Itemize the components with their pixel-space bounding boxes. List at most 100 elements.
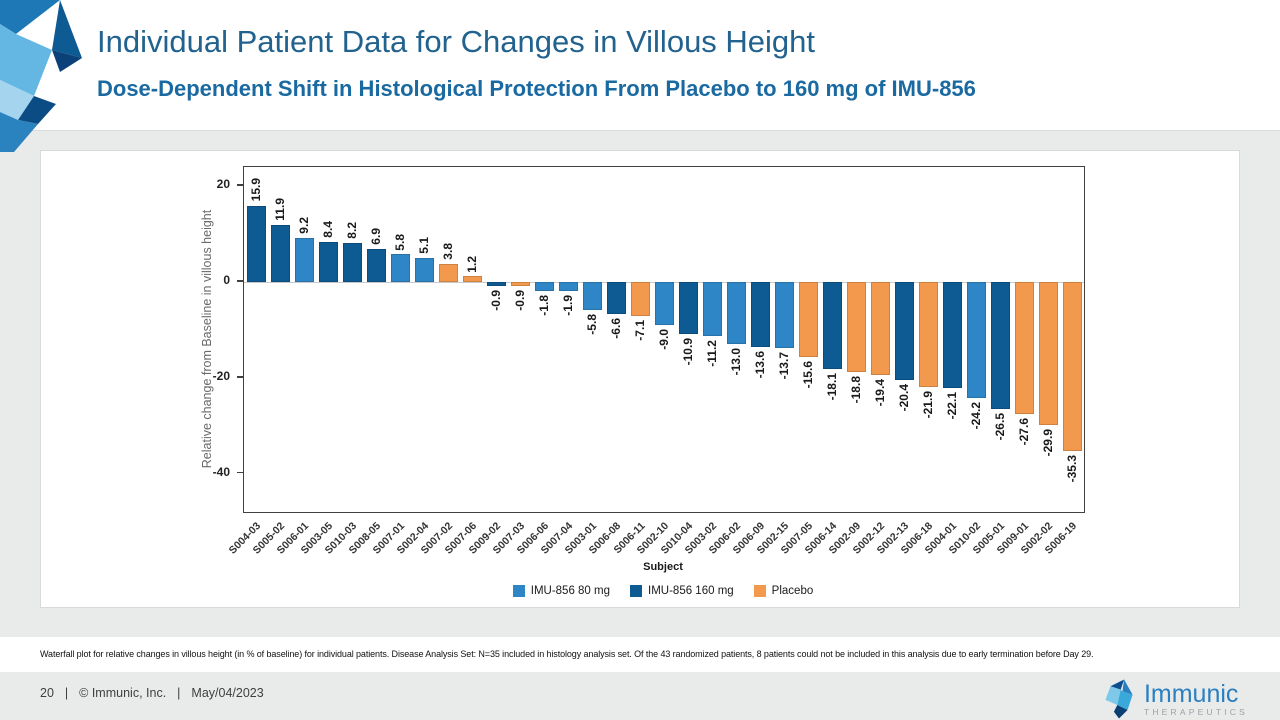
- bar: [534, 282, 554, 291]
- footer-separator: |: [177, 686, 181, 700]
- bar-value-label: -24.2: [969, 401, 983, 430]
- bar-slot: 11.9: [268, 167, 292, 512]
- bar-value-label: -13.7: [777, 351, 791, 379]
- bar-value-label: -9.0: [657, 329, 671, 350]
- bar: [558, 282, 578, 292]
- bar-slot: 1.2: [460, 167, 484, 512]
- y-tick-mark: [237, 184, 243, 186]
- bar-slot: -26.5: [988, 167, 1012, 512]
- bar-slot: -5.8: [580, 167, 604, 512]
- footer-text: 20 | © Immunic, Inc. | May/04/2023: [40, 686, 264, 700]
- bar-value-label: 15.9: [249, 178, 263, 202]
- bar: [510, 282, 530, 287]
- brand-name: Immunic: [1143, 679, 1239, 708]
- bar: [846, 282, 866, 373]
- bar-value-label: -22.1: [945, 391, 959, 420]
- bar-slot: -1.8: [532, 167, 556, 512]
- bar: [1038, 282, 1058, 426]
- y-tick-mark: [237, 280, 243, 282]
- bar-slot: -22.1: [940, 167, 964, 512]
- bar: [990, 282, 1010, 409]
- bar-value-label: -1.9: [561, 295, 575, 316]
- bar: [486, 282, 506, 287]
- plot-area: 15.9 11.9 9.2 8.4 8.2 6.9 5.8 5.1 3.8 1.2 -0.9 -0.9…: [243, 166, 1085, 513]
- bar-slot: -19.4: [868, 167, 892, 512]
- bar: [1014, 282, 1034, 415]
- bar-slot: -27.6: [1012, 167, 1036, 512]
- bar-slot: -0.9: [508, 167, 532, 512]
- slide-title: Individual Patient Data for Changes in V…: [97, 24, 816, 59]
- bar: [318, 241, 338, 282]
- legend-label: IMU-856 160 mg: [648, 585, 734, 597]
- bar-value-label: -19.4: [873, 378, 887, 407]
- bar: [918, 282, 938, 387]
- bar-slot: -13.7: [772, 167, 796, 512]
- footer-separator: |: [64, 686, 69, 700]
- bar: [1062, 282, 1082, 452]
- bar: [942, 282, 962, 388]
- bar-slot: -15.6: [796, 167, 820, 512]
- bar-slot: -13.0: [724, 167, 748, 512]
- bar-value-label: 5.8: [393, 233, 407, 251]
- bar-slot: 5.1: [412, 167, 436, 512]
- bar-value-label: 8.4: [321, 221, 335, 238]
- bar-value-label: -0.9: [513, 290, 527, 311]
- slide-subtitle: Dose-Dependent Shift in Histological Pro…: [97, 76, 976, 101]
- bar: [294, 237, 314, 282]
- bar: [822, 282, 842, 369]
- legend-label: IMU-856 80 mg: [530, 585, 611, 597]
- bar-value-label: -27.6: [1017, 418, 1031, 446]
- bar: [702, 282, 722, 336]
- bar: [342, 242, 362, 282]
- bar-value-label: 5.1: [417, 236, 431, 254]
- bar: [678, 282, 698, 335]
- bar-slot: -6.6: [604, 167, 628, 512]
- bar-value-label: -21.9: [921, 390, 935, 419]
- bar: [390, 254, 410, 282]
- bar-slot: -18.8: [844, 167, 868, 512]
- bar-slot: -29.9: [1036, 167, 1060, 512]
- immunic-crystal-icon: [0, 0, 82, 152]
- bar-slot: -21.9: [916, 167, 940, 512]
- bar-value-label: -1.8: [537, 294, 551, 316]
- bar-slot: -35.3: [1060, 167, 1084, 512]
- legend-swatch: [753, 585, 766, 597]
- x-axis-title: Subject: [643, 561, 683, 573]
- slide-footer: 20 | © Immunic, Inc. | May/04/2023 Immun…: [0, 672, 1280, 720]
- bar-value-label: 9.2: [297, 217, 311, 234]
- bar-slot: 15.9: [244, 167, 268, 512]
- bar-value-label: -29.9: [1041, 429, 1055, 457]
- bar-value-label: 11.9: [273, 198, 287, 221]
- bar-slot: -7.1: [628, 167, 652, 512]
- bar-slot: 5.8: [388, 167, 412, 512]
- y-tick-mark: [237, 471, 243, 474]
- bar: [366, 248, 386, 282]
- legend-swatch: [630, 585, 643, 597]
- legend-item: IMU-856 160 mg: [630, 585, 734, 597]
- bar: [870, 282, 890, 375]
- y-tick-mark: [237, 376, 243, 378]
- bar: [726, 282, 746, 345]
- y-tick-label: 0: [223, 273, 230, 287]
- bar: [630, 282, 650, 317]
- legend-label: Placebo: [771, 585, 814, 597]
- bar: [606, 282, 626, 314]
- bar-slot: 6.9: [364, 167, 388, 512]
- bar-slot: 9.2: [292, 167, 316, 512]
- bar: [966, 282, 986, 398]
- immunic-logo-icon: [1105, 679, 1133, 719]
- bar-value-label: -0.9: [489, 290, 503, 311]
- bar-slot: -24.2: [964, 167, 988, 512]
- bar-value-label: 8.2: [345, 222, 359, 239]
- bar-value-label: -7.1: [633, 320, 647, 341]
- bar: [270, 224, 290, 282]
- bar-slot: -0.9: [484, 167, 508, 512]
- footnote-text: Waterfall plot for relative changes in v…: [40, 649, 1094, 659]
- bar: [246, 205, 266, 282]
- bar: [462, 276, 482, 282]
- x-axis-labels: S004-03 S005-02 S006-01 S003-05 S010-03 S008-…: [227, 515, 1083, 559]
- bar: [798, 282, 818, 357]
- bar: [750, 282, 770, 348]
- bar-value-label: -5.8: [585, 313, 599, 335]
- footer-date: May/04/2023: [191, 686, 264, 700]
